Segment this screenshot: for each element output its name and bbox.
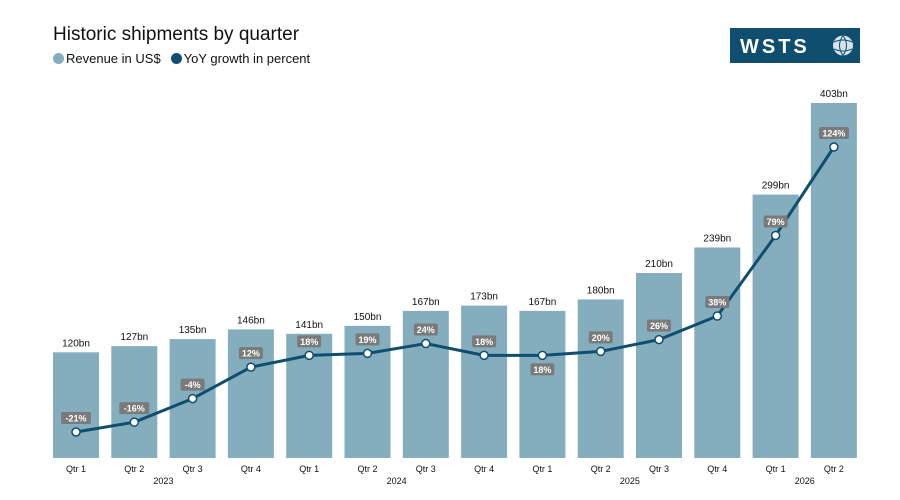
legend-swatch-growth [170,53,182,64]
x-tick-label: Qtr 3 [416,464,436,474]
growth-line [75,146,836,434]
growth-value-label: 79% [767,217,785,227]
growth-point [770,230,781,241]
x-tick-label: Qtr 2 [591,464,611,474]
growth-point [304,350,314,361]
growth-value-label: 20% [592,333,610,343]
growth-value-label: 38% [708,298,726,308]
x-tick-label: Qtr 1 [766,464,786,474]
growth-value-label: -4% [185,380,201,390]
growth-value-label: 26% [650,321,668,331]
growth-point [246,362,256,372]
growth-label-box [297,335,322,348]
legend: Revenue in US$ YoY growth in percent [53,51,316,66]
bar-value-label: 127bn [120,332,148,343]
bar [694,247,741,458]
bar [53,352,99,458]
growth-value-label: 18% [475,337,493,347]
growth-value-label: -21% [65,414,86,424]
growth-point [479,350,489,361]
x-tick-label: Qtr 1 [66,464,86,474]
growth-value-label: 18% [533,365,551,375]
bar-value-label: 120bn [62,338,90,349]
growth-label-box [61,412,91,424]
x-tick-label: Qtr 2 [357,464,377,474]
growth-point [537,350,548,361]
bar-value-label: 403bn [820,89,848,100]
bar-value-label: 299bn [762,181,790,192]
growth-label-box [413,323,438,336]
growth-value-label: 12% [242,349,260,359]
growth-point [129,417,140,427]
year-label: 2024 [387,476,407,486]
growth-point [71,427,81,437]
wsts-logo: WSTS [730,28,860,63]
bar-value-label: 210bn [645,259,673,270]
growth-point [829,142,839,152]
growth-label-box [705,296,730,309]
logo-text: WSTS [740,36,810,58]
bar [344,325,391,458]
legend-item-revenue: Revenue in US$ [53,51,161,66]
x-tick-label: Qtr 3 [649,464,669,474]
growth-value-label: 24% [417,325,435,335]
bar [461,305,508,458]
bar [577,299,624,458]
bar-value-label: 167bn [412,297,440,308]
growth-label-box [119,402,150,415]
bar-value-label: 141bn [295,320,323,331]
x-tick-label: Qtr 2 [824,464,844,474]
growth-point [421,338,431,349]
growth-label-box [763,215,788,228]
growth-point [712,311,723,321]
growth-label-box [472,335,497,348]
growth-label-box [530,363,555,376]
legend-label-revenue: Revenue in US$ [66,51,161,66]
growth-value-label: 124% [822,129,845,139]
bar-value-label: 146bn [237,315,265,326]
legend-swatch-revenue [53,53,64,64]
x-tick-label: Qtr 3 [183,464,203,474]
growth-value-label: 19% [358,335,376,345]
growth-point [654,334,664,345]
year-label: 2023 [153,476,173,486]
growth-label-box [355,333,380,346]
growth-point [362,348,373,359]
legend-item-growth: YoY growth in percent [170,51,311,66]
growth-label-box [588,331,613,344]
x-tick-label: Qtr 4 [241,464,261,474]
bar-value-label: 180bn [587,285,615,296]
year-label: 2026 [795,476,815,486]
growth-label-box [647,319,671,332]
growth-value-label: 18% [300,337,318,347]
growth-label-box [180,378,205,391]
growth-label-box [238,347,263,360]
x-tick-label: Qtr 2 [124,464,144,474]
x-tick-label: Qtr 4 [707,464,727,474]
x-tick-label: Qtr 1 [532,464,552,474]
bar-value-label: 167bn [528,297,556,308]
x-tick-label: Qtr 4 [474,464,494,474]
chart-title: Historic shipments by quarter [53,24,300,45]
growth-label-box [818,127,849,139]
bar [519,310,566,458]
growth-point [187,393,198,404]
x-tick-label: Qtr 1 [299,464,319,474]
bar-value-label: 135bn [179,325,207,336]
bar [636,273,682,458]
bar-value-label: 239bn [703,233,731,244]
legend-label-growth: YoY growth in percent [183,51,311,66]
bar [111,346,158,458]
bar-value-label: 173bn [470,292,498,303]
growth-point [595,346,606,357]
bar-value-label: 150bn [354,312,382,323]
growth-value-label: -16% [124,404,145,414]
year-label: 2025 [620,476,640,486]
bar [810,103,857,458]
